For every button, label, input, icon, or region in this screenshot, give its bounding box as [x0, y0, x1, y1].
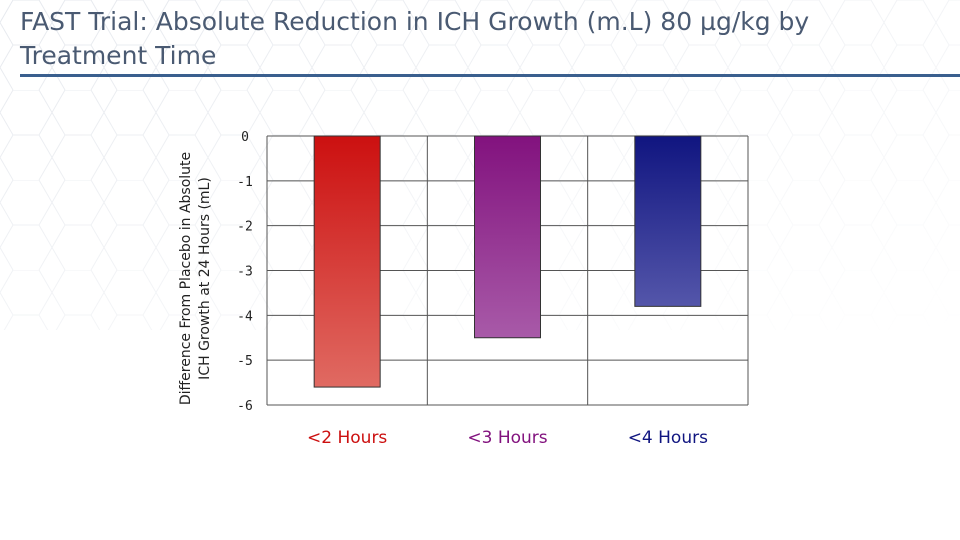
chart-bars: [313, 135, 702, 388]
y-axis-ticks: 0 -1 -2 -3 -4 -5 -6: [237, 130, 253, 414]
x-axis-categories: <2 Hours <3 Hours <4 Hours: [307, 428, 708, 448]
bar-2Hoursh: [313, 135, 381, 388]
x-category-label: <4 Hours: [628, 428, 708, 448]
y-tick-label: 0: [241, 130, 249, 145]
y-tick-label: -6: [237, 399, 253, 414]
bar-3Hoursh: [474, 135, 541, 339]
x-category-label: <2 Hours: [307, 428, 387, 448]
x-category-label: <3 Hours: [467, 428, 547, 448]
y-axis-title-line: ICH Growth at 24 Hours (mL): [197, 177, 213, 380]
y-tick-label: -1: [237, 175, 253, 190]
y-tick-label: -3: [237, 265, 253, 280]
bar-4Hoursh: [634, 135, 702, 307]
title-underline: [20, 74, 960, 77]
y-tick-label: -2: [237, 220, 253, 235]
y-tick-label: -4: [237, 309, 253, 324]
slide-title: FAST Trial: Absolute Reduction in ICH Gr…: [20, 7, 810, 70]
y-axis-title-line: Difference From Placebo in Absolute: [178, 152, 194, 405]
y-axis-title: Difference From Placebo in Absolute ICH G…: [178, 152, 213, 405]
y-tick-label: -5: [237, 354, 253, 369]
